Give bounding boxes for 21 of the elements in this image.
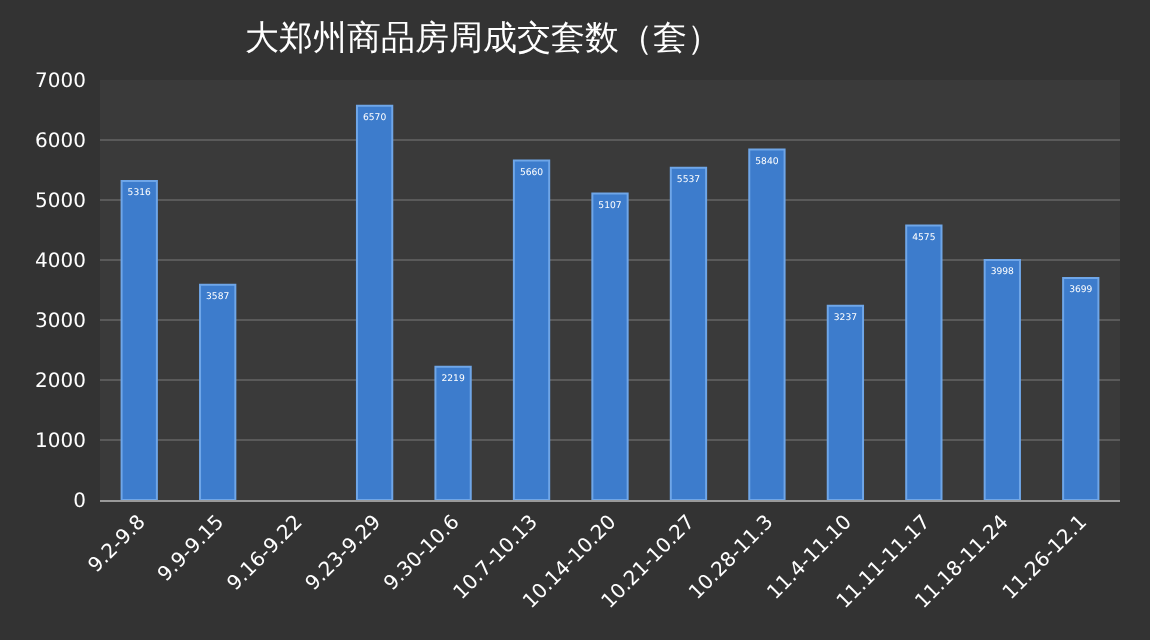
chart-title: 大郑州商品房周成交套数（套） (245, 19, 721, 60)
bar (512, 159, 551, 500)
y-tick-label: 7000 (35, 71, 86, 93)
bar (826, 304, 865, 500)
bar (591, 192, 629, 500)
bar (199, 283, 237, 500)
y-tick-label: 3000 (35, 311, 86, 333)
bar (748, 148, 786, 500)
bar (434, 365, 472, 500)
bar (1062, 277, 1100, 500)
y-tick-label: 1000 (35, 431, 86, 453)
y-tick-label: 4000 (35, 251, 86, 273)
bar (355, 104, 394, 500)
y-tick-label: 5000 (35, 191, 86, 213)
y-tick-label: 2000 (35, 371, 86, 393)
bar (983, 259, 1021, 500)
bar (669, 166, 708, 500)
bar (120, 180, 158, 500)
bar (905, 224, 943, 500)
y-tick-label: 6000 (35, 131, 86, 153)
y-tick-label: 0 (73, 491, 86, 513)
